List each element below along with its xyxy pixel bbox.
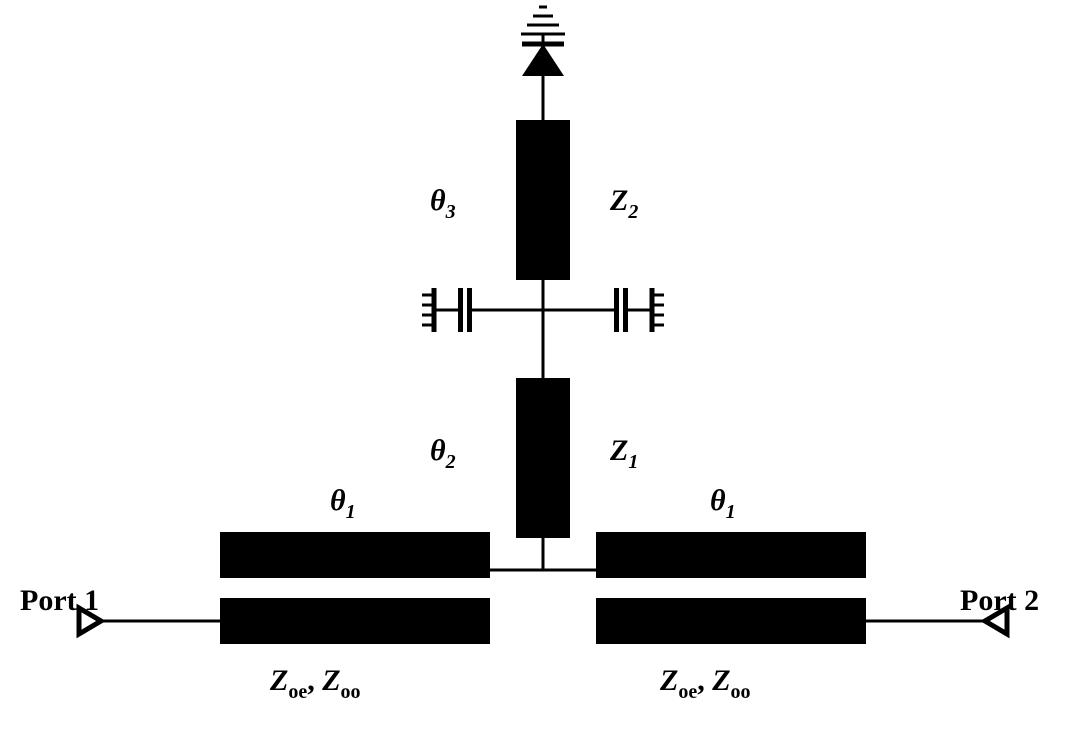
label-theta3: θ3 — [430, 184, 456, 223]
label-zoe-left: Zoe, Zoo — [269, 664, 361, 703]
label-z1: Z1 — [609, 434, 638, 473]
coupled-right-top — [596, 532, 866, 578]
label-z2: Z2 — [609, 184, 638, 223]
stub-upper — [516, 120, 570, 280]
diode-triangle — [522, 44, 564, 76]
stub-lower — [516, 378, 570, 538]
label-theta1-left: θ1 — [330, 484, 356, 523]
coupled-left-bot — [220, 598, 490, 644]
label-theta2: θ2 — [430, 434, 456, 473]
label-zoe-right: Zoe, Zoo — [659, 664, 751, 703]
label-port1: Port 1 — [20, 584, 99, 617]
label-theta1-right: θ1 — [710, 484, 736, 523]
coupled-left-top — [220, 532, 490, 578]
label-port2: Port 2 — [960, 584, 1039, 617]
coupled-right-bot — [596, 598, 866, 644]
